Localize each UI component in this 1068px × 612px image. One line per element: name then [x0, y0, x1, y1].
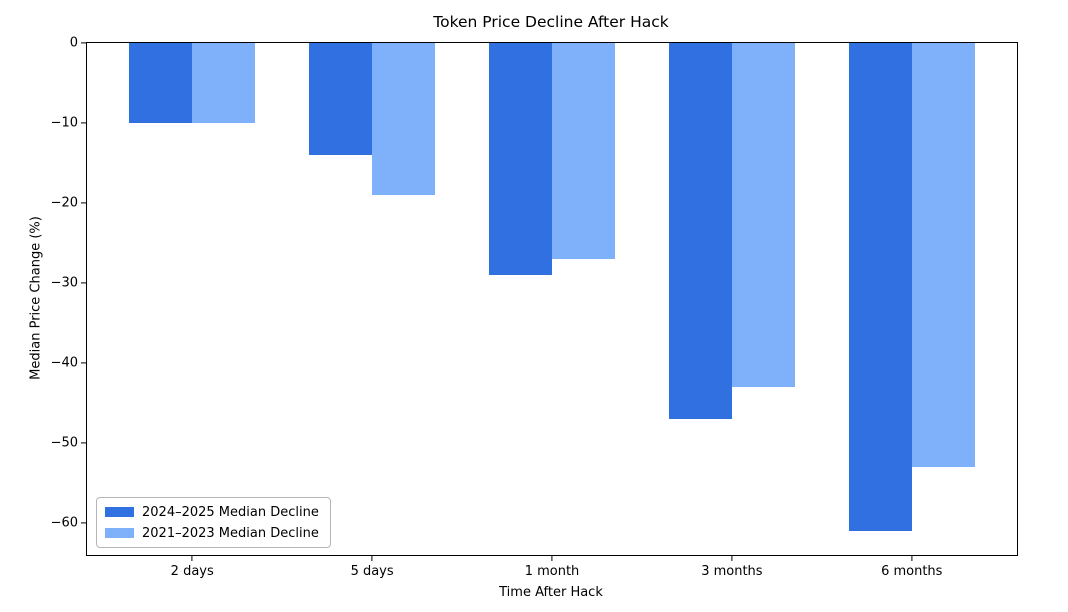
x-tick-mark: [731, 556, 733, 561]
y-tick-mark: [81, 282, 86, 284]
y-tick-label: −50: [50, 435, 78, 451]
legend-label: 2021–2023 Median Decline: [142, 525, 319, 541]
x-tick-mark: [911, 556, 913, 561]
x-tick-label: 1 month: [524, 564, 580, 579]
y-tick-label: −40: [50, 355, 78, 371]
bar-series2-4: [731, 43, 795, 387]
y-tick-mark: [81, 122, 86, 124]
chart-title: Token Price Decline After Hack: [433, 13, 669, 31]
x-tick-mark: [191, 556, 193, 561]
x-tick-label: 5 days: [350, 564, 394, 579]
bar-series1-4: [668, 43, 732, 419]
bar-series1-5: [848, 43, 912, 531]
y-tick-mark: [81, 442, 86, 444]
legend-item-2: 2021–2023 Median Decline: [105, 524, 319, 542]
legend-item-1: 2024–2025 Median Decline: [105, 503, 319, 521]
y-tick-label: 0: [69, 35, 78, 51]
plot-area: 2024–2025 Median Decline 2021–2023 Median…: [51, 36, 1018, 579]
y-tick-label: −20: [50, 195, 78, 211]
bar-series2-2: [372, 43, 436, 195]
y-tick-mark: [81, 362, 86, 364]
y-tick-mark: [81, 522, 86, 524]
x-axis-label: Time After Hack: [499, 585, 603, 600]
bar-series1-3: [489, 43, 552, 275]
y-tick-mark: [81, 202, 86, 204]
legend-swatch-icon: [105, 528, 134, 538]
legend: 2024–2025 Median Decline 2021–2023 Median…: [96, 497, 331, 548]
y-tick-label: −60: [50, 515, 78, 531]
y-axis-label: Median Price Change (%): [28, 216, 44, 380]
y-tick-mark: [81, 42, 86, 44]
y-tick-label: −30: [50, 275, 78, 291]
bar-series2-5: [911, 43, 975, 467]
x-tick-mark: [371, 556, 373, 561]
x-tick-label: 3 months: [701, 564, 763, 579]
x-tick-mark: [551, 556, 553, 561]
legend-swatch-icon: [105, 507, 134, 517]
bar-series1-1: [129, 43, 193, 123]
y-tick-label: −10: [50, 115, 78, 131]
x-tick-label: 6 months: [881, 564, 943, 579]
x-tick-label: 2 days: [170, 564, 214, 579]
bar-series2-1: [192, 43, 256, 123]
bar-series1-2: [309, 43, 373, 155]
bar-series2-3: [552, 43, 615, 259]
legend-label: 2024–2025 Median Decline: [142, 504, 319, 520]
